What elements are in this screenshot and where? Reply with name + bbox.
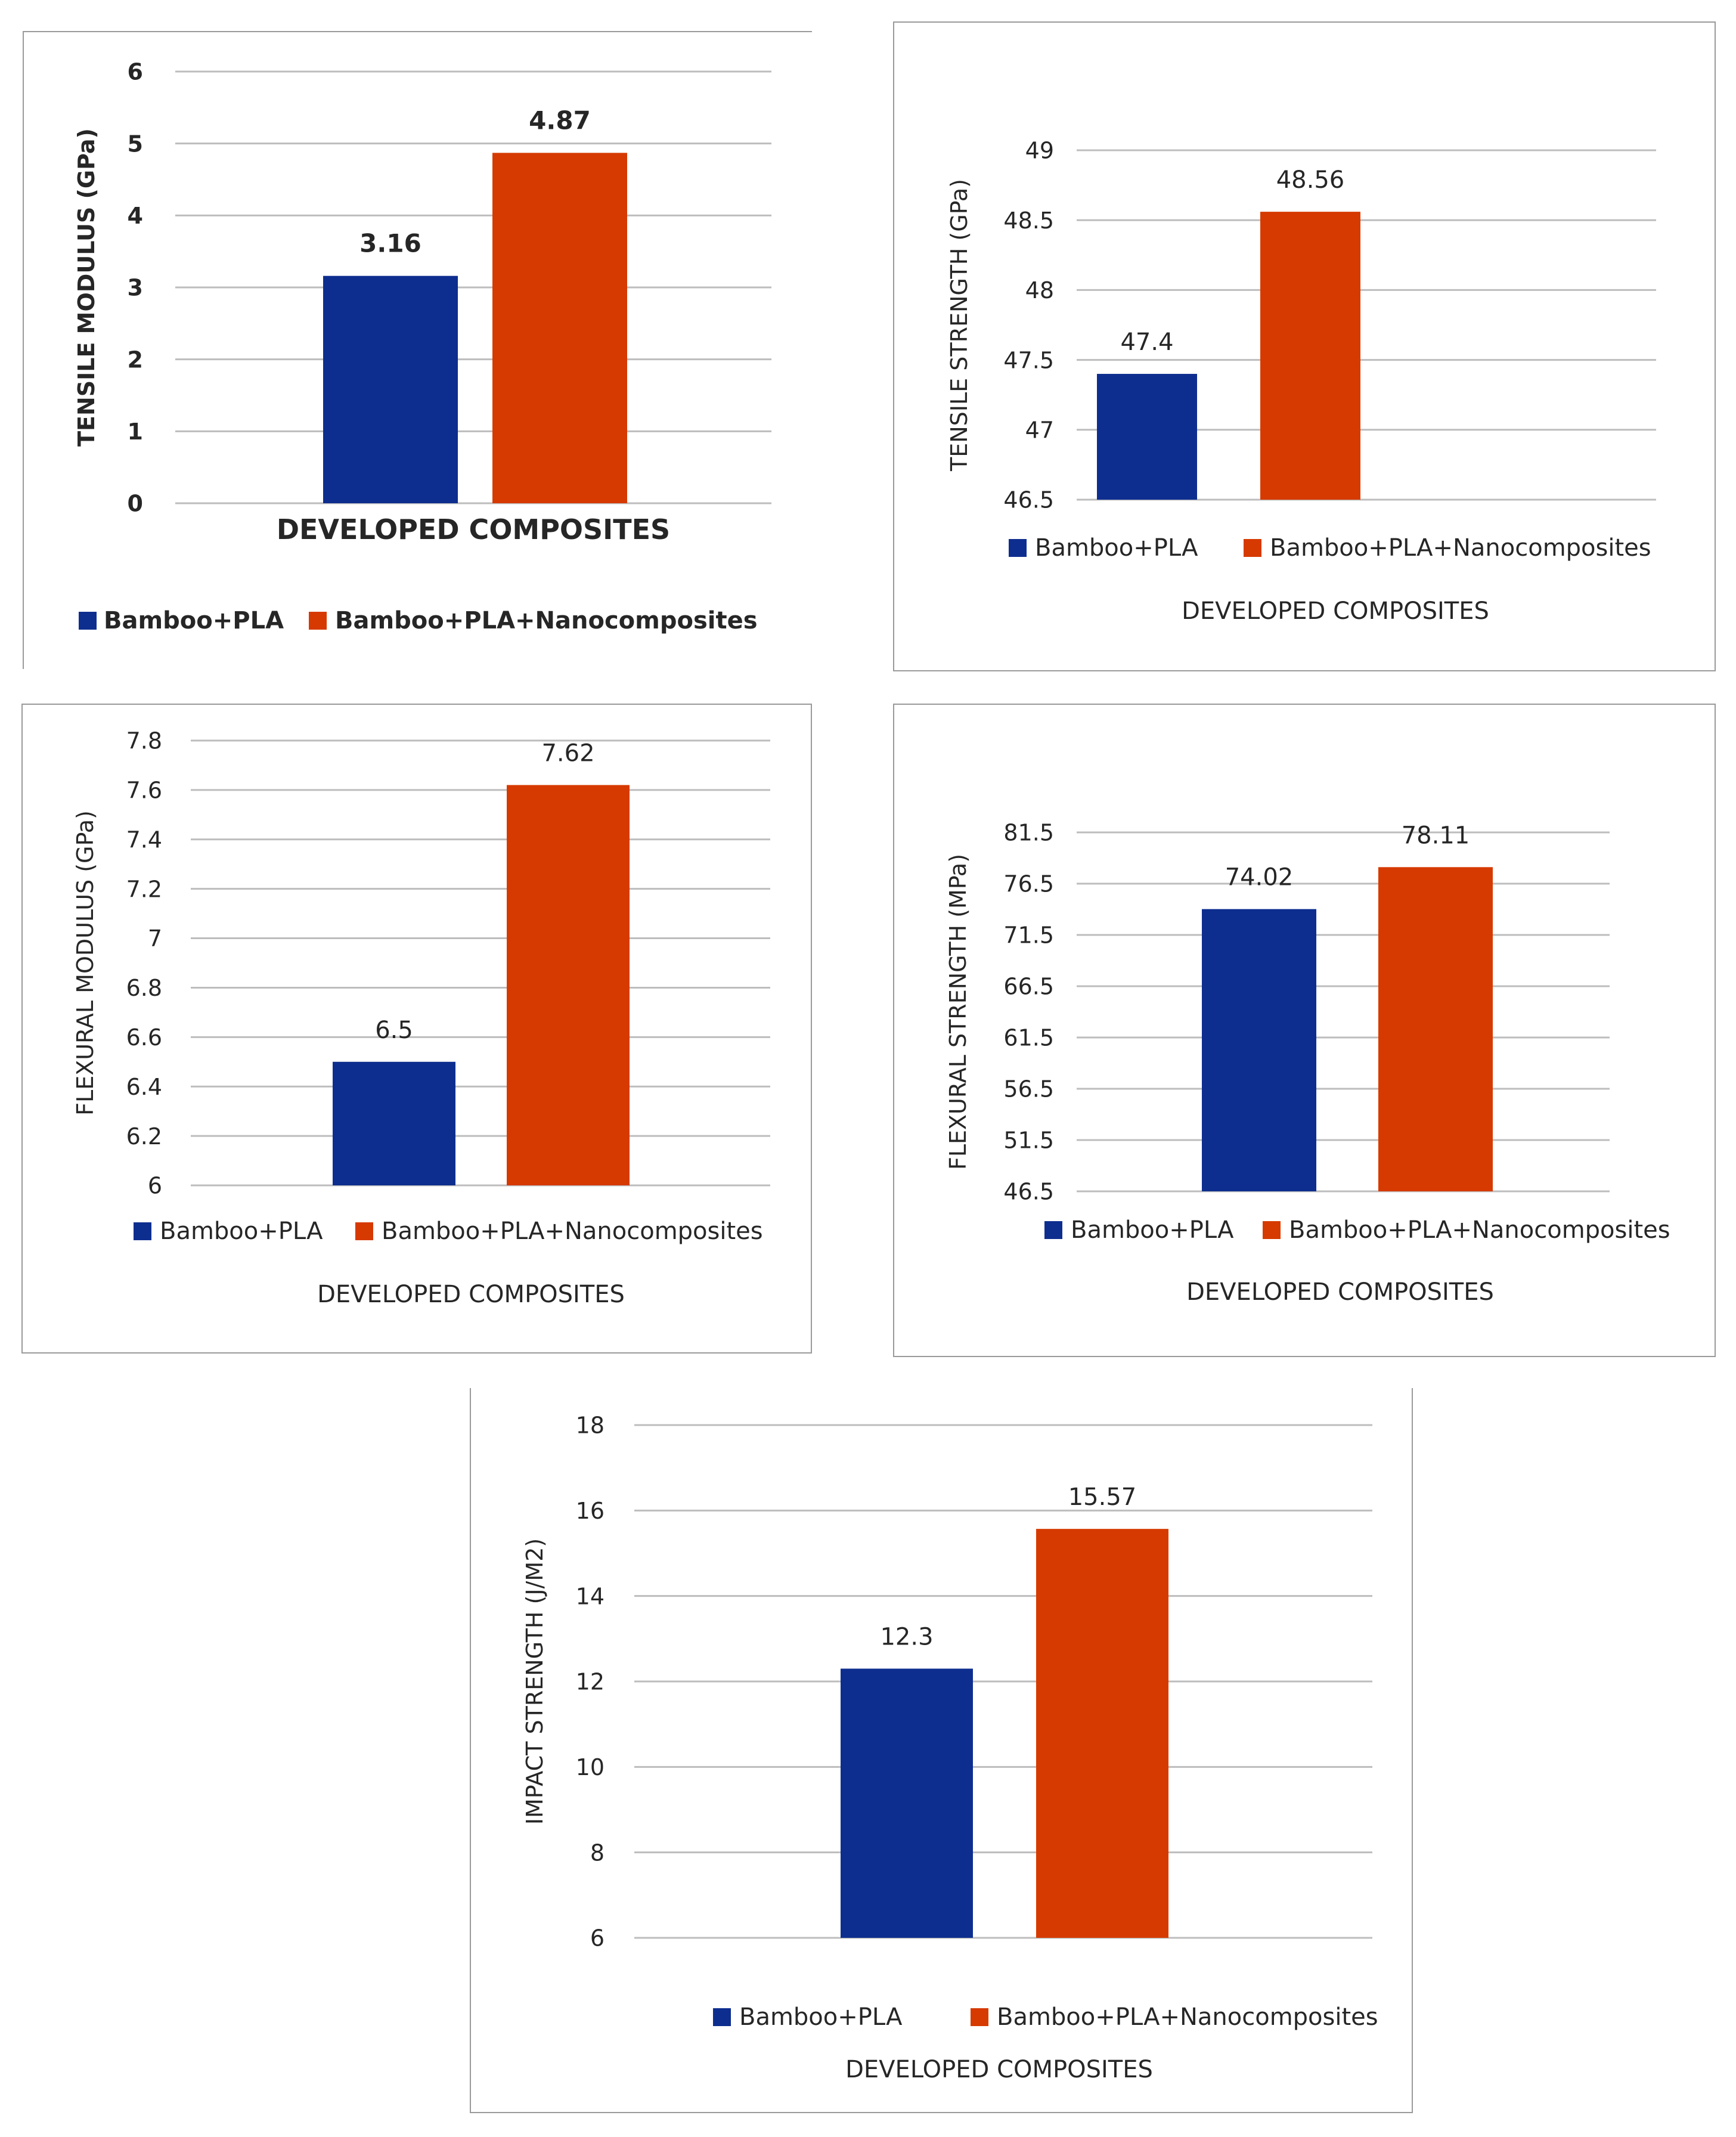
legend-label: Bamboo+PLA <box>1035 534 1198 562</box>
legend-swatch <box>355 1222 373 1240</box>
legend-swatch <box>1244 539 1261 557</box>
y-tick-label: 6.8 <box>126 975 162 1001</box>
y-tick-label: 3 <box>128 275 143 301</box>
chart-svg: 6 6.2 6.4 6.6 6.8 7 7.2 7.4 7.6 7.8 6.5 7.62 FLEXURA… <box>72 728 770 1308</box>
y-tick-label: 48 <box>1025 277 1054 303</box>
y-tick-label: 6.6 <box>126 1024 162 1051</box>
y-axis-title: IMPACT STRENGTH (J/M2) <box>522 1538 548 1825</box>
y-tick-label: 1 <box>128 419 143 445</box>
y-tick-label: 2 <box>128 346 143 373</box>
y-axis-title: TENSILE MODULUS (GPa) <box>73 128 100 447</box>
bar <box>333 1061 455 1185</box>
legend-label: Bamboo+PLA+Nanocomposites <box>335 607 758 634</box>
legend-label: Bamboo+PLA <box>1071 1216 1234 1244</box>
x-axis-title: DEVELOPED COMPOSITES <box>1182 597 1489 625</box>
chart-panel-impact-strength: 6 8 10 12 14 16 18 12.3 15.57 IMPACT STRENGTH (J/… <box>470 1388 1413 2113</box>
bar <box>1260 212 1360 500</box>
chart-panel-flexural-strength: 46.5 51.5 56.5 61.5 66.5 71.5 76.5 81.5 74.02 78.… <box>893 704 1716 1357</box>
y-tick-label: 7.8 <box>126 728 162 754</box>
bar <box>492 153 627 503</box>
y-tick-label: 46.5 <box>1003 487 1054 513</box>
bar <box>1036 1529 1168 1938</box>
y-tick-label: 71.5 <box>1003 922 1054 949</box>
legend-label: Bamboo+PLA+Nanocomposites <box>1270 534 1651 562</box>
chart-panel-tensile-strength: 46.5 47 47.5 48 48.5 49 47.4 48.56 TENSILE STREN… <box>893 21 1716 671</box>
y-tick-label: 18 <box>576 1413 604 1439</box>
legend-label: Bamboo+PLA+Nanocomposites <box>1289 1216 1670 1244</box>
y-axis-title: TENSILE STRENGTH (GPa) <box>946 179 972 472</box>
y-tick-label: 0 <box>128 491 143 517</box>
chart-panel-tensile-modulus: 0 1 2 3 4 5 6 3.16 4.87 TENSILE MODULUS (GPa) DEVE… <box>23 31 812 669</box>
y-axis-title: FLEXURAL MODULUS (GPa) <box>72 810 98 1116</box>
data-label: 78.11 <box>1402 822 1470 849</box>
chart-svg: 0 1 2 3 4 5 6 3.16 4.87 TENSILE MODULUS (GPa) DEVE… <box>73 59 771 634</box>
y-tick-label: 56.5 <box>1003 1076 1054 1102</box>
y-tick-label: 76.5 <box>1003 871 1054 897</box>
y-tick-label: 7 <box>148 925 162 952</box>
legend-label: Bamboo+PLA <box>160 1218 323 1245</box>
legend-label: Bamboo+PLA+Nanocomposites <box>382 1218 763 1245</box>
y-tick-label: 81.5 <box>1003 820 1054 846</box>
chart-panel-flexural-modulus: 6 6.2 6.4 6.6 6.8 7 7.2 7.4 7.6 7.8 6.5 7.62 FLEXURA… <box>21 704 812 1354</box>
bar <box>1097 374 1197 500</box>
data-label: 3.16 <box>359 229 421 258</box>
y-tick-label: 7.6 <box>126 778 162 804</box>
y-tick-label: 51.5 <box>1003 1128 1054 1154</box>
legend-swatch <box>971 2008 988 2026</box>
bar <box>1378 867 1493 1191</box>
legend-label: Bamboo+PLA <box>739 2003 903 2031</box>
chart-svg: 6 8 10 12 14 16 18 12.3 15.57 IMPACT STRENGTH (J/… <box>522 1413 1378 2083</box>
bar <box>507 785 630 1185</box>
legend-swatch <box>1009 539 1027 557</box>
data-label: 48.56 <box>1276 166 1345 194</box>
y-tick-label: 61.5 <box>1003 1025 1054 1051</box>
y-tick-label: 6.4 <box>126 1074 162 1100</box>
legend-swatch <box>713 2008 731 2026</box>
legend-label: Bamboo+PLA+Nanocomposites <box>997 2003 1378 2031</box>
legend-swatch <box>309 612 327 630</box>
chart-svg: 46.5 47 47.5 48 48.5 49 47.4 48.56 TENSILE STREN… <box>946 138 1656 625</box>
y-tick-label: 10 <box>576 1754 604 1780</box>
data-label: 15.57 <box>1068 1483 1137 1511</box>
legend-swatch <box>79 612 97 630</box>
bar <box>841 1668 973 1938</box>
y-tick-label: 5 <box>128 131 143 157</box>
y-tick-label: 14 <box>576 1583 604 1609</box>
y-tick-label: 7.2 <box>126 876 162 902</box>
y-tick-label: 6.2 <box>126 1123 162 1150</box>
y-tick-label: 16 <box>576 1498 604 1524</box>
chart-svg: 46.5 51.5 56.5 61.5 66.5 71.5 76.5 81.5 74.02 78.… <box>945 820 1670 1306</box>
y-tick-label: 47 <box>1025 417 1054 443</box>
data-label: 12.3 <box>880 1624 933 1651</box>
y-tick-label: 46.5 <box>1003 1179 1054 1205</box>
bar <box>1202 909 1316 1191</box>
y-tick-label: 6 <box>128 59 143 85</box>
data-label: 7.62 <box>541 740 594 767</box>
legend-label: Bamboo+PLA <box>104 607 284 634</box>
y-tick-label: 47.5 <box>1003 347 1054 373</box>
legend-swatch <box>1263 1221 1281 1239</box>
y-tick-label: 66.5 <box>1003 974 1054 1000</box>
y-tick-label: 48.5 <box>1003 207 1054 234</box>
x-axis-title: DEVELOPED COMPOSITES <box>277 513 670 546</box>
x-axis-title: DEVELOPED COMPOSITES <box>845 2056 1153 2083</box>
y-axis-title: FLEXURAL STRENGTH (MPa) <box>945 854 971 1170</box>
legend-swatch <box>1044 1221 1062 1239</box>
x-axis-title: DEVELOPED COMPOSITES <box>317 1281 625 1308</box>
data-label: 47.4 <box>1120 329 1173 356</box>
data-label: 74.02 <box>1225 864 1294 891</box>
data-label: 6.5 <box>375 1017 413 1044</box>
legend-swatch <box>134 1222 151 1240</box>
y-tick-label: 8 <box>590 1839 604 1866</box>
x-axis-title: DEVELOPED COMPOSITES <box>1186 1278 1494 1306</box>
y-tick-label: 12 <box>576 1669 604 1695</box>
bar <box>323 275 458 503</box>
data-label: 4.87 <box>529 106 591 135</box>
y-tick-label: 4 <box>128 203 143 229</box>
y-tick-label: 6 <box>590 1925 604 1952</box>
y-tick-label: 7.4 <box>126 826 162 853</box>
y-tick-label: 49 <box>1025 138 1054 164</box>
y-tick-label: 6 <box>148 1173 162 1199</box>
